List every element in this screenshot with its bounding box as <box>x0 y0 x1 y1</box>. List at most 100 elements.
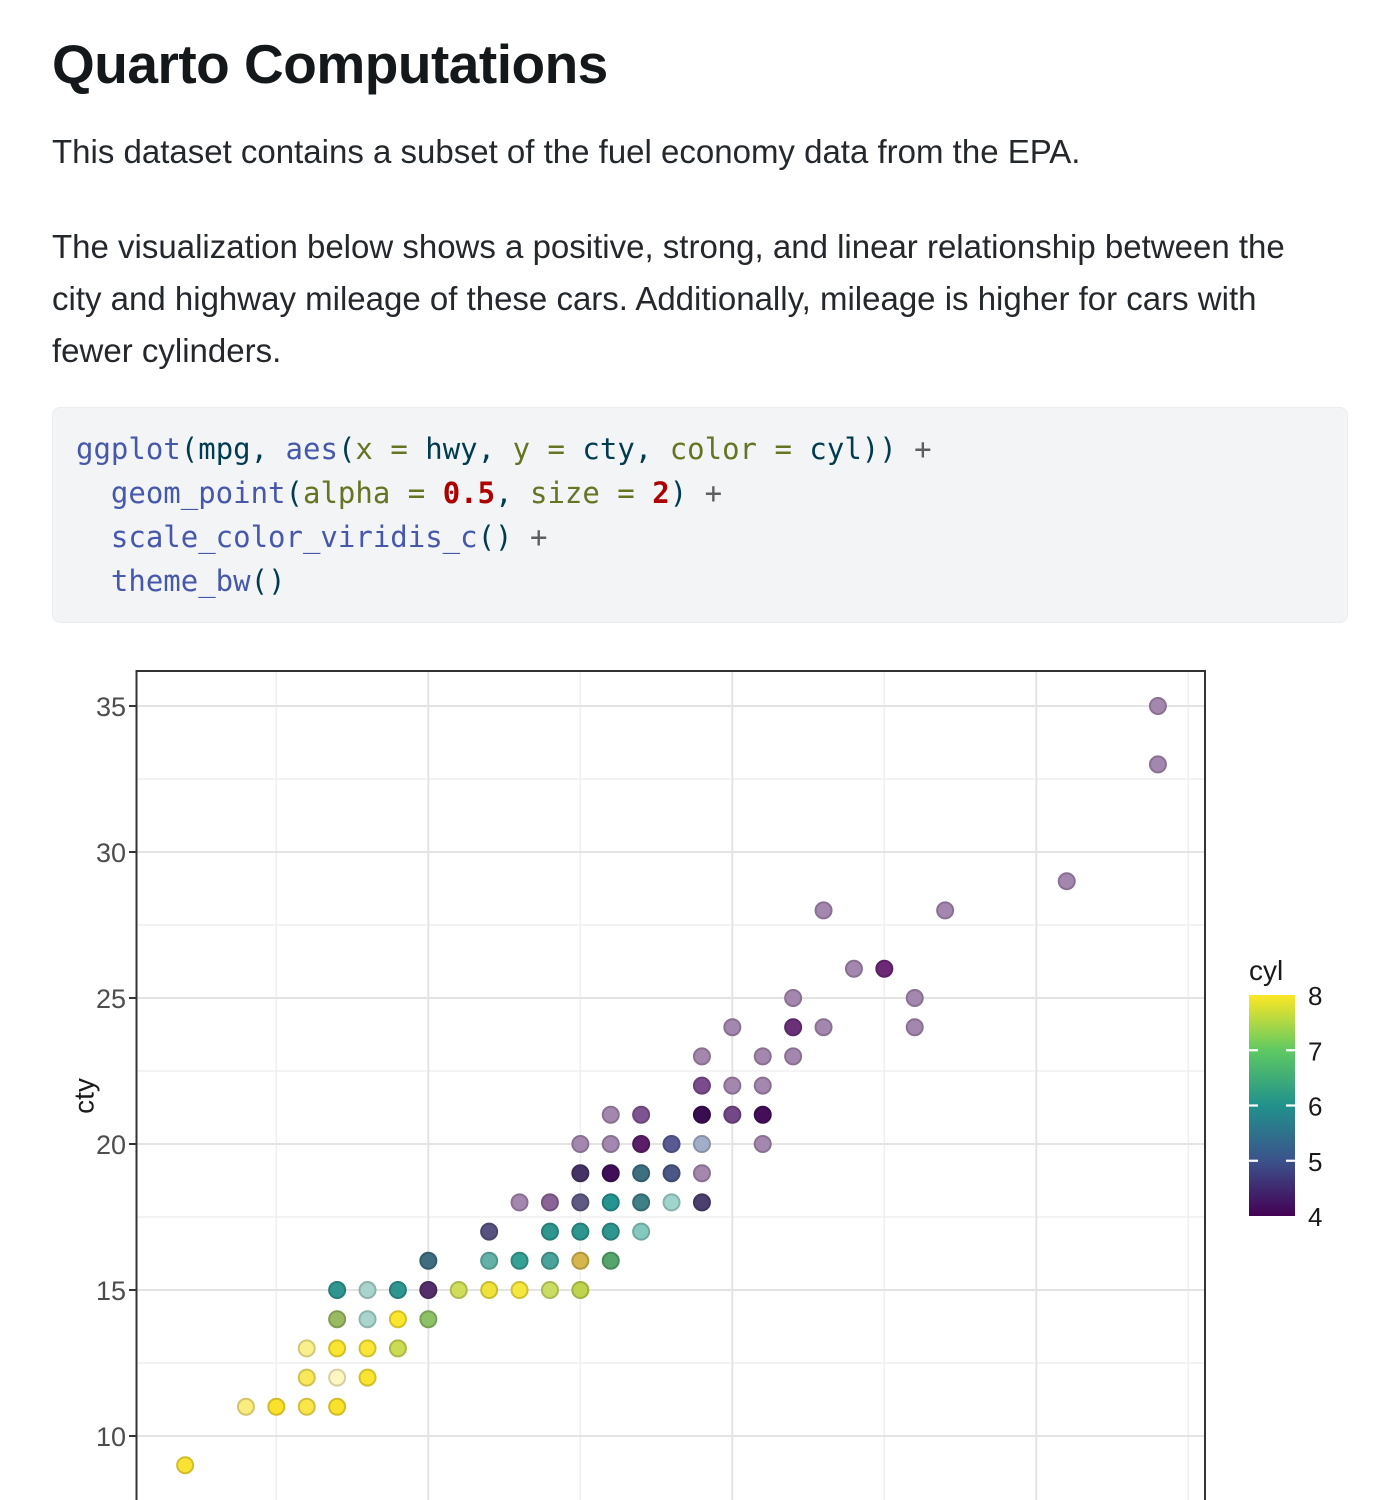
data-point <box>510 1251 529 1270</box>
code-token: , <box>477 432 513 466</box>
legend-tick-label: 4 <box>1308 1202 1322 1232</box>
code-token: alpha = <box>303 476 443 510</box>
code-token: ) <box>669 476 688 510</box>
legend-tick-label: 8 <box>1308 981 1322 1011</box>
code-token: , <box>250 432 286 466</box>
data-point <box>267 1397 286 1416</box>
data-point <box>328 1368 347 1387</box>
y-tick-label: 15 <box>96 1276 126 1306</box>
data-point <box>571 1222 590 1241</box>
y-axis-title: cty <box>69 1078 100 1114</box>
data-point <box>297 1397 316 1416</box>
legend-title: cyl <box>1249 955 1283 986</box>
data-point <box>692 1105 711 1124</box>
data-point <box>784 1047 803 1066</box>
plot-panel <box>136 671 1205 1500</box>
legend-tick-label: 5 <box>1308 1147 1322 1177</box>
data-point <box>328 1397 347 1416</box>
data-point <box>905 1018 924 1037</box>
code-token: scale_color_viridis_c <box>110 520 478 554</box>
code-token: () <box>477 520 513 554</box>
panel-border <box>135 670 1206 1500</box>
data-point <box>814 1018 833 1037</box>
data-point <box>571 1251 590 1270</box>
data-point <box>1148 755 1167 774</box>
code-token: x = <box>355 432 426 466</box>
code-token: color = <box>669 432 810 466</box>
data-point <box>632 1193 651 1212</box>
data-point <box>1057 872 1076 891</box>
data-point <box>297 1368 316 1387</box>
data-point <box>632 1135 651 1153</box>
code-token: cty <box>582 432 635 466</box>
data-point <box>358 1281 377 1299</box>
code-token <box>76 564 111 598</box>
data-point <box>692 1076 711 1095</box>
major-gridlines <box>136 671 1205 1500</box>
data-point <box>419 1281 438 1299</box>
data-point <box>601 1105 620 1124</box>
data-point <box>601 1164 620 1183</box>
data-point <box>571 1135 590 1153</box>
data-point <box>419 1310 438 1329</box>
data-point <box>875 959 894 978</box>
data-point <box>540 1222 559 1241</box>
code-token: )) <box>861 432 897 466</box>
data-point <box>540 1193 559 1212</box>
data-point <box>297 1339 316 1358</box>
scatter-points <box>176 697 1167 1475</box>
data-point <box>753 1105 772 1124</box>
data-point <box>571 1193 590 1212</box>
data-point <box>662 1193 681 1212</box>
code-token <box>76 476 111 510</box>
data-point <box>814 901 833 920</box>
y-tick-label: 25 <box>96 984 126 1014</box>
y-tick-label: 35 <box>96 692 126 722</box>
data-point <box>388 1339 407 1358</box>
data-point <box>723 1105 742 1124</box>
code-token: size = <box>530 476 653 510</box>
data-point <box>662 1135 681 1153</box>
data-point <box>753 1076 772 1095</box>
code-token: cyl <box>809 432 862 466</box>
code-token: + <box>896 432 932 466</box>
legend-tick-label: 7 <box>1308 1036 1322 1066</box>
data-point <box>632 1164 651 1183</box>
data-point <box>601 1193 620 1212</box>
code-token: , <box>495 476 530 510</box>
data-point <box>692 1193 711 1212</box>
intro-paragraph: This dataset contains a subset of the fu… <box>52 133 1081 170</box>
code-token: ( <box>337 432 356 466</box>
data-point <box>632 1105 651 1124</box>
code-token: theme_bw <box>110 564 251 598</box>
data-point <box>601 1135 620 1153</box>
data-point <box>784 1018 803 1037</box>
data-point <box>358 1310 377 1329</box>
code-token: hwy <box>425 432 478 466</box>
data-point <box>1148 697 1167 715</box>
data-point <box>692 1135 711 1153</box>
data-point <box>480 1222 499 1241</box>
page-title: Quarto Computations <box>52 33 608 95</box>
data-point <box>176 1456 195 1475</box>
data-point <box>358 1339 377 1358</box>
code-token: mpg <box>198 432 251 466</box>
data-point <box>480 1251 499 1270</box>
data-point <box>388 1281 407 1299</box>
data-point <box>601 1251 620 1270</box>
data-point <box>936 901 955 920</box>
data-point <box>328 1339 347 1358</box>
scatter-plot: 35 30 25 20 15 10 cty cyl 8 7 6 5 4 <box>69 670 1322 1500</box>
data-point <box>632 1222 651 1241</box>
code-token: 2 <box>652 476 670 510</box>
code-token: () <box>250 564 286 598</box>
code-token: , <box>634 432 670 466</box>
data-point <box>388 1310 407 1329</box>
data-point <box>236 1397 255 1416</box>
code-token: ggplot <box>76 432 181 466</box>
y-tick-label: 20 <box>96 1130 126 1160</box>
data-point <box>540 1251 559 1270</box>
code-token: y = <box>512 432 583 466</box>
y-tick-label: 10 <box>96 1422 126 1452</box>
